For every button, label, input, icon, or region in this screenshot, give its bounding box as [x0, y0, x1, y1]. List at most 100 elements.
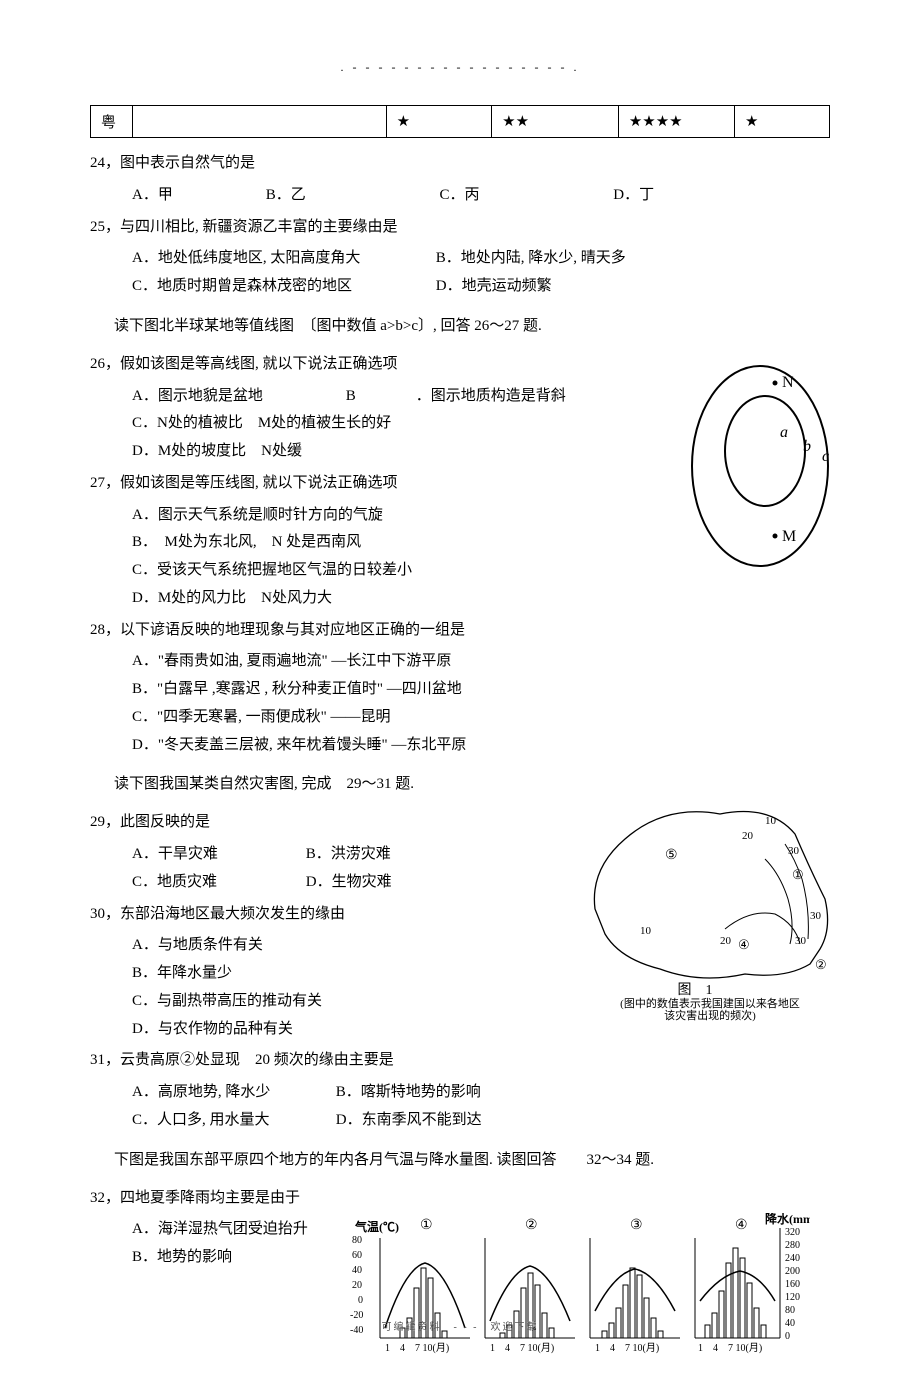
china-map-figure: 10 20 30 10 20 30 30 ⑤ ① ② ④ 图 1 (图中的数值表…: [570, 779, 850, 1029]
q27-num: 27，: [90, 475, 120, 491]
dash-header: . - - - - - - - - - - - - - - - - - .: [90, 60, 830, 75]
q24-d: D．丁: [613, 182, 654, 210]
svg-text:气温(℃): 气温(℃): [354, 1219, 399, 1234]
svg-text:1 4 7 10(月): 1 4 7 10(月): [698, 1342, 762, 1354]
label-a: a: [780, 424, 788, 441]
svg-text:60: 60: [352, 1250, 362, 1261]
q31-c: C．人口多, 用水量大: [132, 1107, 332, 1135]
label-b: b: [803, 438, 811, 455]
svg-text:160: 160: [785, 1279, 800, 1290]
svg-text:20: 20: [352, 1280, 362, 1291]
cell-blank: [133, 106, 386, 138]
q24-num: 24，: [90, 155, 120, 171]
svg-text:该灾害出现的频次): 该灾害出现的频次): [664, 1008, 756, 1022]
cell-star1: ★: [386, 106, 492, 138]
q25-cd: C．地质时期曾是森林茂密的地区 D．地壳运动频繁: [90, 273, 830, 301]
svg-text:30: 30: [788, 845, 800, 857]
q29-d: D．生物灾难: [306, 869, 392, 897]
q24-c: C．丙: [440, 182, 610, 210]
q32-stem: 四地夏季降雨均主要是由于: [120, 1190, 300, 1206]
cell-star2: ★★: [492, 106, 619, 138]
q28-a: A．"春雨贵如油, 夏雨遍地流" —长江中下游平原: [90, 648, 830, 676]
q25-num: 25，: [90, 219, 120, 235]
q25: 25，与四川相比, 新疆资源乙丰富的主要缘由是: [90, 214, 830, 242]
contour-figure: N M a b c: [680, 361, 840, 571]
svg-text:200: 200: [785, 1266, 800, 1277]
q29-b: B．洪涝灾难: [306, 841, 391, 869]
q24-a: A．甲: [132, 182, 262, 210]
label-c: c: [822, 448, 829, 465]
q28-num: 28，: [90, 622, 120, 638]
svg-text:80: 80: [352, 1235, 362, 1246]
svg-text:240: 240: [785, 1253, 800, 1264]
q25-c: C．地质时期曾是森林茂密的地区: [132, 273, 432, 301]
q24-b: B．乙: [266, 182, 436, 210]
q28: 28，以下谚语反映的地理现象与其对应地区正确的一组是: [90, 617, 830, 645]
q31-d: D．东南季风不能到达: [336, 1107, 482, 1135]
svg-text:10: 10: [765, 815, 777, 827]
q28-stem: 以下谚语反映的地理现象与其对应地区正确的一组是: [120, 622, 465, 638]
svg-text:20: 20: [720, 935, 732, 947]
svg-text:10: 10: [640, 925, 652, 937]
q29-num: 29，: [90, 814, 120, 830]
q24-opts: A．甲 B．乙 C．丙 D．丁: [90, 182, 830, 210]
svg-text:1 4 7 10(月): 1 4 7 10(月): [385, 1342, 449, 1354]
cell-star1b: ★: [734, 106, 829, 138]
intro3234: 下图是我国东部平原四个地方的年内各月气温与降水量图. 读图回答 32～34 题.: [90, 1145, 830, 1175]
svg-text:④: ④: [735, 1218, 748, 1233]
svg-text:②: ②: [815, 957, 827, 972]
q24-stem: 图中表示自然气的是: [120, 155, 255, 171]
q31-cd: C．人口多, 用水量大 D．东南季风不能到达: [90, 1107, 830, 1135]
q25-a: A．地处低纬度地区, 太阳高度角大: [132, 245, 432, 273]
q32: 32，四地夏季降雨均主要是由于: [90, 1185, 830, 1213]
svg-text:1 4 7 10(月): 1 4 7 10(月): [595, 1342, 659, 1354]
label-N: N: [782, 374, 794, 391]
q28-c: C．"四季无寒暑, 一雨便成秋" ——昆明: [90, 704, 830, 732]
page-footer: 可编辑资料 - - - 欢迎下载: [0, 1318, 920, 1333]
intro2627: 读下图北半球某地等值线图 〔图中数值 a>b>c〕, 回答 26～27 题.: [90, 311, 830, 341]
label-M: M: [782, 528, 796, 545]
q28-b: B．"白露早 ,寒露迟 , 秋分种麦正值时" —四川盆地: [90, 676, 830, 704]
q26-num: 26，: [90, 356, 120, 372]
q31-a: A．高原地势, 降水少: [132, 1079, 332, 1107]
svg-text:80: 80: [785, 1305, 795, 1316]
star-table: 粤 ★ ★★ ★★★★ ★: [90, 105, 830, 138]
svg-text:①: ①: [792, 867, 804, 882]
svg-text:②: ②: [525, 1218, 538, 1233]
svg-text:30: 30: [795, 935, 807, 947]
q26-stem: 假如该图是等高线图, 就以下说法正确选项: [120, 356, 398, 372]
svg-text:320: 320: [785, 1227, 800, 1238]
q27-d: D．M处的风力比 N处风力大: [90, 585, 830, 613]
q29-stem: 此图反映的是: [120, 814, 210, 830]
q29-a: A．干旱灾难: [132, 841, 302, 869]
svg-text:降水(mm): 降水(mm): [765, 1213, 810, 1226]
svg-text:280: 280: [785, 1240, 800, 1251]
q31: 31，云贵高原②处显现 20 频次的缘由主要是: [90, 1047, 830, 1075]
q31-stem: 云贵高原②处显现 20 频次的缘由主要是: [120, 1052, 394, 1068]
q25-stem: 与四川相比, 新疆资源乙丰富的主要缘由是: [120, 219, 398, 235]
climate-charts: 气温(℃) 80 60 40 20 0 -20 -40 降水(mm) 320 2…: [350, 1213, 810, 1373]
q31-ab: A．高原地势, 降水少 B．喀斯特地势的影响: [90, 1079, 830, 1107]
svg-text:20: 20: [742, 830, 754, 842]
svg-text:0: 0: [358, 1295, 363, 1306]
svg-text:40: 40: [352, 1265, 362, 1276]
svg-text:①: ①: [420, 1218, 433, 1233]
q26-a: A．图示地貌是盆地: [132, 383, 342, 411]
q30-num: 30，: [90, 906, 120, 922]
q30-stem: 东部沿海地区最大频次发生的缘由: [120, 906, 345, 922]
svg-text:30: 30: [810, 910, 822, 922]
q27-stem: 假如该图是等压线图, 就以下说法正确选项: [120, 475, 398, 491]
svg-text:⑤: ⑤: [665, 848, 678, 863]
svg-text:1 4 7 10(月): 1 4 7 10(月): [490, 1342, 554, 1354]
q31-num: 31，: [90, 1052, 120, 1068]
cell-province: 粤: [91, 106, 133, 138]
q29-c: C．地质灾难: [132, 869, 302, 897]
q25-b: B．地处内陆, 降水少, 晴天多: [436, 245, 626, 273]
q25-d: D．地壳运动频繁: [436, 273, 552, 301]
q24: 24，图中表示自然气的是: [90, 150, 830, 178]
map-title: 图 1: [678, 983, 713, 998]
q28-d: D．"冬天麦盖三层被, 来年枕着馒头睡" —东北平原: [90, 732, 830, 760]
q25-ab: A．地处低纬度地区, 太阳高度角大 B．地处内陆, 降水少, 晴天多: [90, 245, 830, 273]
cell-star4: ★★★★: [618, 106, 734, 138]
svg-text:④: ④: [738, 937, 750, 952]
